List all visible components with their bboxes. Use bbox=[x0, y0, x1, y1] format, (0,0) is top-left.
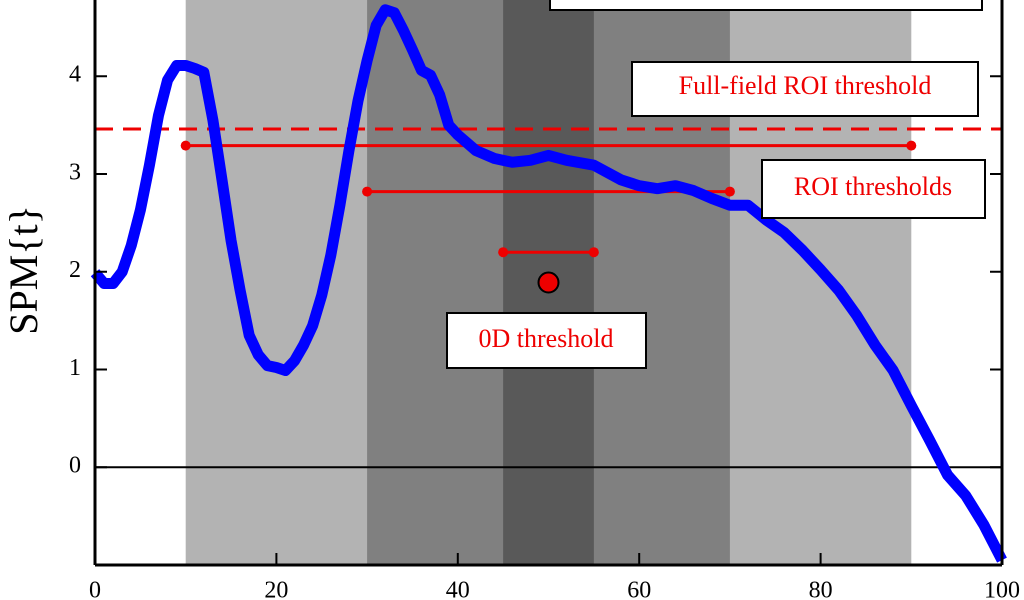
x-tick-label: 100 bbox=[984, 578, 1020, 600]
x-tick-label: 60 bbox=[627, 578, 651, 600]
segment-end bbox=[588, 247, 599, 258]
zero-d-point bbox=[537, 271, 560, 294]
segment-end bbox=[906, 140, 917, 151]
segment-end bbox=[180, 140, 191, 151]
full-field-label: Full-field ROI threshold bbox=[679, 71, 932, 100]
label-box bbox=[631, 61, 979, 117]
y-tick-label: 2 bbox=[69, 257, 81, 283]
label-box bbox=[761, 159, 986, 219]
label-box bbox=[446, 312, 647, 369]
y-tick-label: 4 bbox=[69, 62, 81, 88]
top-box bbox=[549, 0, 983, 11]
roi-label: ROI thresholds bbox=[794, 172, 952, 201]
x-tick-label: 80 bbox=[809, 578, 833, 600]
segment-end bbox=[362, 186, 373, 197]
y-tick-label: 1 bbox=[69, 355, 81, 381]
y-tick-label: 0 bbox=[69, 453, 81, 479]
x-tick-label: 0 bbox=[89, 578, 101, 600]
segment-end bbox=[498, 247, 509, 258]
x-tick-label: 20 bbox=[264, 578, 288, 600]
zero-d-label: 0D threshold bbox=[478, 324, 613, 353]
segment-end bbox=[724, 186, 735, 197]
y-tick-label: 3 bbox=[69, 159, 81, 185]
y-axis-label: SPM{t} bbox=[1, 205, 46, 335]
series-line bbox=[90, 4, 1007, 563]
x-tick-label: 40 bbox=[446, 578, 470, 600]
